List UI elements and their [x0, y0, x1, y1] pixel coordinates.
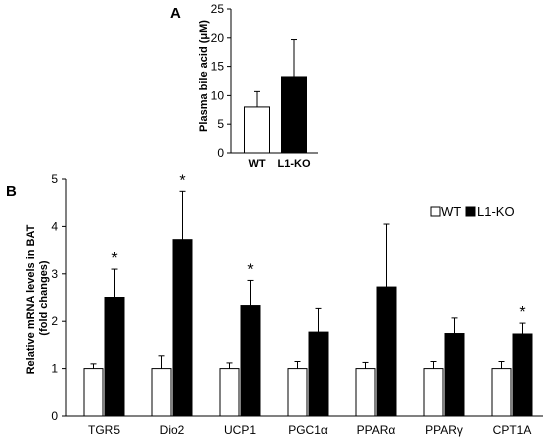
panel-b-significance-markers: * * * *: [111, 172, 525, 321]
panel-b-bar-ucp1-l1-ko: [240, 305, 261, 417]
panel-b-bar-tgr5-l1-ko: [104, 297, 125, 417]
legend-label-l1-ko: L1-KO: [477, 204, 515, 219]
legend-swatch-l1-ko: [465, 206, 476, 217]
panel-b-bar-dio2-l1-ko: [172, 239, 193, 417]
panel-b-y-tick-label-0: 0: [51, 409, 58, 423]
panel-b-bar-cpt1a-wt: [491, 368, 512, 417]
legend-swatch-wt: [430, 206, 441, 217]
panel-a-x-label-l1-ko: L1-KO: [278, 158, 311, 170]
panel-b-bar-ppar-wt: [423, 368, 444, 417]
panel-b-y-axis-label: Relative mRNA levels in BAT (fold change…: [25, 222, 50, 375]
panel-b-bar-tgr5-wt: [83, 368, 104, 417]
panel-b-bar-cpt1a-l1-ko: [512, 333, 533, 417]
panel-b-y-tick-label-3: 3: [51, 267, 58, 281]
panel-b-x-label-tgr5: TGR5: [88, 423, 120, 437]
panel-a-bar-wt: [244, 106, 270, 154]
panel-b-bar-ppar-l1-ko: [444, 333, 465, 417]
panel-b-y-tick-label-1: 1: [51, 362, 58, 376]
panel-b-x-label-cpt1a: CPT1A: [493, 423, 532, 437]
panel-a-y-tick-label-20: 20: [211, 31, 225, 45]
legend-label-wt: WT: [441, 204, 461, 219]
panel-b-y-tick-label-5: 5: [51, 172, 58, 186]
panel-a-y-tick-label-10: 10: [211, 88, 225, 102]
panel-a-chart: A 0 5 10 15 20 25 WT L1-KO Plasma bile acid (μ…: [170, 2, 318, 170]
panel-b-y-axis-label-line1: Relative mRNA levels in BAT: [25, 224, 37, 374]
panel-b-y-tick-label-2: 2: [51, 314, 58, 328]
panel-a-x-labels: WT L1-KO: [248, 158, 310, 170]
panel-b-bar-ppar-l1-ko: [376, 286, 397, 417]
panel-a-bars: [244, 39, 307, 154]
panel-b-x-label-dio2: Dio2: [160, 423, 185, 437]
panel-b-significance-marker-cpt1a: *: [519, 304, 525, 321]
panel-a-y-tick-label-25: 25: [211, 2, 225, 16]
panel-b-bar-pgc1-wt: [287, 368, 308, 417]
panel-b-bar-ppar-wt: [355, 368, 376, 417]
panel-b-bar-pgc1-l1-ko: [308, 331, 329, 417]
panel-a-y-tick-label-15: 15: [211, 60, 225, 74]
panel-b-letter: B: [6, 183, 17, 200]
panel-b-x-labels: TGR5 Dio2 UCP1 PGC1α PPARα PPARγ CPT1A: [88, 423, 531, 437]
panel-b-legend: WT L1-KO: [430, 204, 515, 219]
panel-b-significance-marker-ucp1: *: [247, 261, 253, 278]
panel-b-significance-marker-dio2: *: [179, 172, 185, 189]
panel-b-x-label-ucp1: UCP1: [224, 423, 256, 437]
panel-b-x-label-pgc1: PGC1α: [288, 423, 328, 437]
panel-b-bar-ucp1-wt: [219, 368, 240, 417]
panel-a-y-tick-label-5: 5: [217, 117, 224, 131]
panel-a-letter: A: [170, 5, 181, 22]
panel-b-bar-dio2-wt: [151, 368, 172, 417]
panel-b-significance-marker-tgr5: *: [111, 250, 117, 267]
panel-b-y-ticks: 0 1 2 3 4 5: [51, 172, 66, 423]
panel-b-chart: B 0 1 2 3 4 5 TGR5 Dio2 UCP1 PGC1α PPARα PPARγ CPT1…: [6, 172, 543, 437]
panel-a-x-label-wt: WT: [248, 158, 265, 170]
panel-b-bars: [83, 190, 533, 417]
panel-b-x-label-ppar: PPARα: [357, 423, 396, 437]
panel-a-y-ticks: 0 5 10 15 20 25: [211, 2, 231, 160]
panel-b-y-tick-label-4: 4: [51, 219, 58, 233]
panel-a-y-axis-label: Plasma bile acid (μM): [198, 20, 210, 132]
panel-a-y-tick-label-0: 0: [217, 146, 224, 160]
panel-b-x-label-ppar: PPARγ: [425, 423, 463, 437]
panel-b-y-axis-label-line2: (fold changes): [38, 260, 50, 336]
panel-a-bar-l1-ko: [281, 76, 307, 154]
